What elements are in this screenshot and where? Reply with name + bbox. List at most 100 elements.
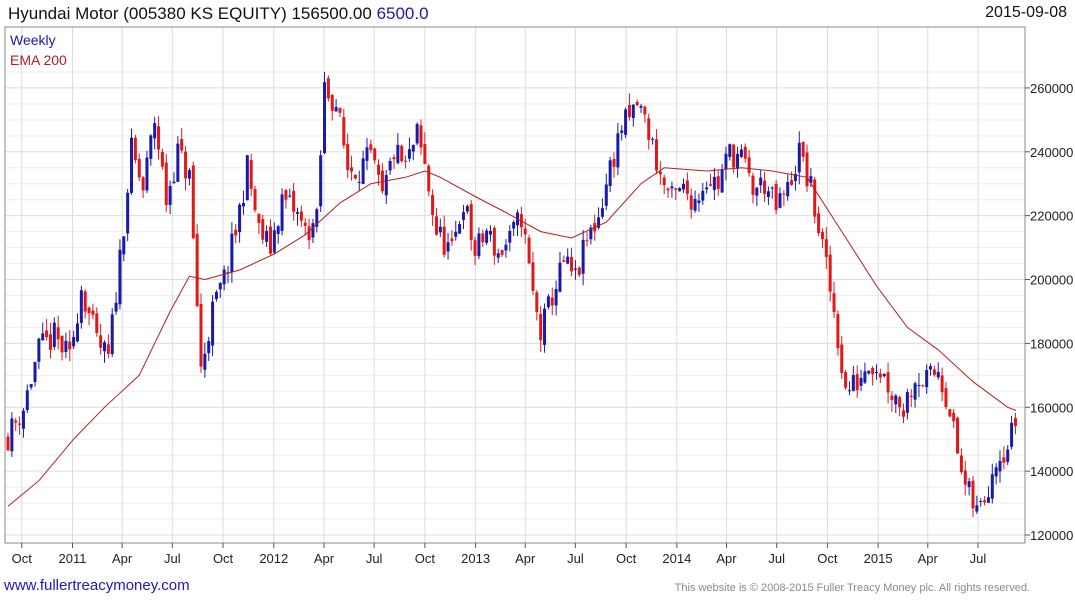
candle-body	[234, 229, 238, 236]
candle-body	[1010, 422, 1014, 447]
candle-body	[334, 107, 338, 112]
candle-body	[477, 233, 481, 257]
candle-body	[10, 418, 14, 452]
candle-body	[284, 190, 288, 200]
candle-body	[350, 167, 354, 172]
candle-body	[330, 94, 334, 111]
candle-body	[890, 395, 894, 400]
candle-body	[681, 183, 685, 190]
candle-body	[407, 149, 411, 159]
candle-body	[620, 130, 624, 133]
candle-body	[739, 149, 743, 157]
candle-body	[218, 283, 222, 290]
y-tick-label: 200000	[1030, 273, 1073, 288]
candle-body	[268, 226, 272, 254]
candle-body	[797, 142, 801, 173]
candles	[6, 71, 1017, 517]
candle-body	[33, 361, 37, 383]
x-tick-label: Apr	[716, 551, 737, 566]
candle-body	[932, 369, 936, 375]
candle-body	[272, 230, 276, 253]
candle-body	[315, 209, 319, 227]
candle-body	[122, 236, 126, 255]
candle-body	[627, 104, 631, 118]
candle-body	[929, 366, 933, 370]
x-tick-label: Apr	[515, 551, 536, 566]
candle-body	[654, 139, 658, 171]
candle-body	[570, 256, 574, 272]
candle-body	[917, 385, 921, 387]
candle-body	[79, 290, 83, 323]
candle-body	[790, 180, 794, 185]
candle-body	[431, 194, 435, 216]
x-tick-label: Jul	[567, 551, 584, 566]
candle-body	[130, 137, 134, 193]
candle-body	[492, 227, 496, 256]
candle-body	[118, 249, 122, 305]
website-link[interactable]: www.fullertreacymoney.com	[4, 577, 190, 594]
candle-body	[180, 139, 184, 151]
candle-body	[936, 371, 940, 378]
candle-body	[149, 135, 153, 159]
candle-body	[581, 239, 585, 274]
candle-body	[106, 344, 110, 354]
candle-body	[292, 190, 296, 212]
candle-body	[651, 138, 655, 140]
candle-body	[871, 367, 875, 375]
candle-body	[222, 269, 226, 285]
candle-body	[195, 233, 199, 307]
candle-body	[998, 460, 1002, 472]
plot-frame	[4, 26, 1026, 544]
candle-body	[786, 182, 790, 197]
candle-body	[554, 288, 558, 306]
candle-body	[214, 291, 218, 300]
candle-body	[975, 505, 979, 512]
candle-body	[847, 390, 851, 392]
candle-body	[1002, 457, 1006, 463]
candle-body	[550, 297, 554, 306]
candle-body	[863, 371, 867, 383]
candle-body	[133, 137, 137, 161]
candle-body	[137, 158, 141, 178]
candle-body	[940, 375, 944, 393]
candle-body	[770, 187, 774, 189]
candle-body	[450, 238, 454, 242]
candle-body	[909, 395, 913, 398]
candle-body	[855, 374, 859, 391]
candle-body	[373, 148, 377, 161]
candle-body	[724, 153, 728, 170]
candle-body	[141, 177, 145, 191]
candle-body	[778, 193, 782, 208]
x-tick-label: 2011	[59, 551, 87, 566]
candle-body	[878, 373, 882, 378]
candle-body	[712, 176, 716, 190]
candle-body	[913, 383, 917, 400]
candle-body	[18, 423, 22, 425]
candle-body	[307, 226, 311, 241]
candle-body	[411, 144, 415, 152]
candle-body	[465, 206, 469, 212]
candle-body	[759, 177, 763, 186]
candle-body	[512, 222, 516, 229]
candle-body	[396, 144, 400, 164]
candle-body	[276, 226, 280, 234]
candle-body	[801, 142, 805, 157]
x-tick-label: 2013	[461, 551, 490, 566]
candle-body	[693, 198, 697, 211]
axes: 120000 140000 160000 180000 200000 220000 2400…	[12, 81, 1074, 566]
candle-body	[261, 218, 265, 240]
candle-body	[697, 200, 701, 204]
candle-body	[164, 162, 168, 206]
candle-body	[6, 436, 10, 451]
candle-body	[867, 370, 871, 374]
candle-body	[37, 338, 41, 362]
candle-body	[701, 190, 705, 201]
candle-body	[21, 410, 25, 429]
candle-body	[500, 250, 504, 255]
candle-body	[110, 314, 114, 355]
y-tick-label: 260000	[1030, 81, 1073, 96]
candle-body	[562, 260, 566, 262]
candle-body	[323, 82, 327, 154]
candle-body	[782, 193, 786, 195]
candle-body	[658, 171, 662, 175]
